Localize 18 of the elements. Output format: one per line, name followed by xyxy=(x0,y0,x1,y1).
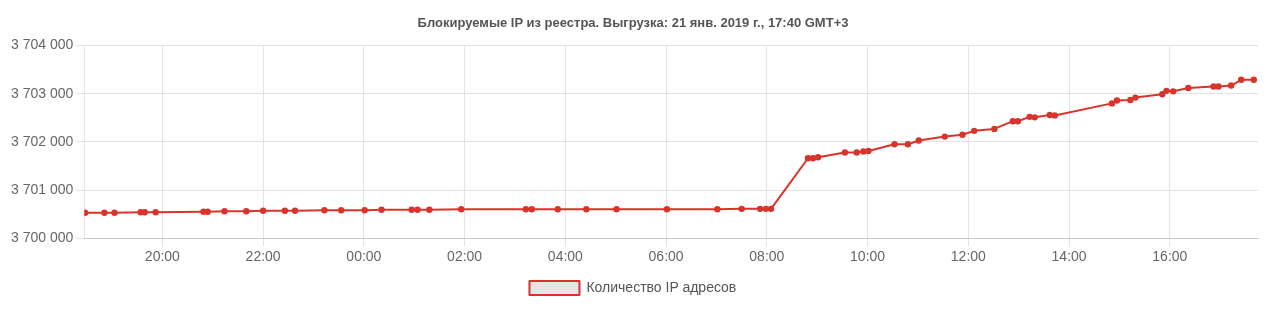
legend-label: Количество IP адресов xyxy=(586,278,737,295)
chart-title: Блокируемые IP из реестра. Выгрузка: 21 янв. 2019 г., 17:40 GMT+3 xyxy=(417,15,849,31)
y-tick-label: 3 704 000 xyxy=(10,36,74,53)
y-tick-label: 3 702 000 xyxy=(10,132,74,149)
x-tick-label: 22:00 xyxy=(245,248,281,265)
x-tick-label: 12:00 xyxy=(950,248,987,265)
x-tick-label: 00:00 xyxy=(346,248,382,265)
x-tick-label: 14:00 xyxy=(1051,248,1087,265)
x-tick-label: 02:00 xyxy=(447,248,483,265)
x-tick-label: 08:00 xyxy=(749,248,785,265)
x-tick-label: 16:00 xyxy=(1152,248,1188,265)
y-tick-label: 3 700 000 xyxy=(10,229,74,246)
x-tick-label: 10:00 xyxy=(850,248,886,265)
y-tick-label: 3 701 000 xyxy=(10,180,74,197)
x-tick-label: 04:00 xyxy=(547,248,584,265)
x-tick-label: 06:00 xyxy=(648,248,684,265)
x-tick-label: 20:00 xyxy=(144,248,181,265)
y-tick-label: 3 703 000 xyxy=(10,84,74,101)
